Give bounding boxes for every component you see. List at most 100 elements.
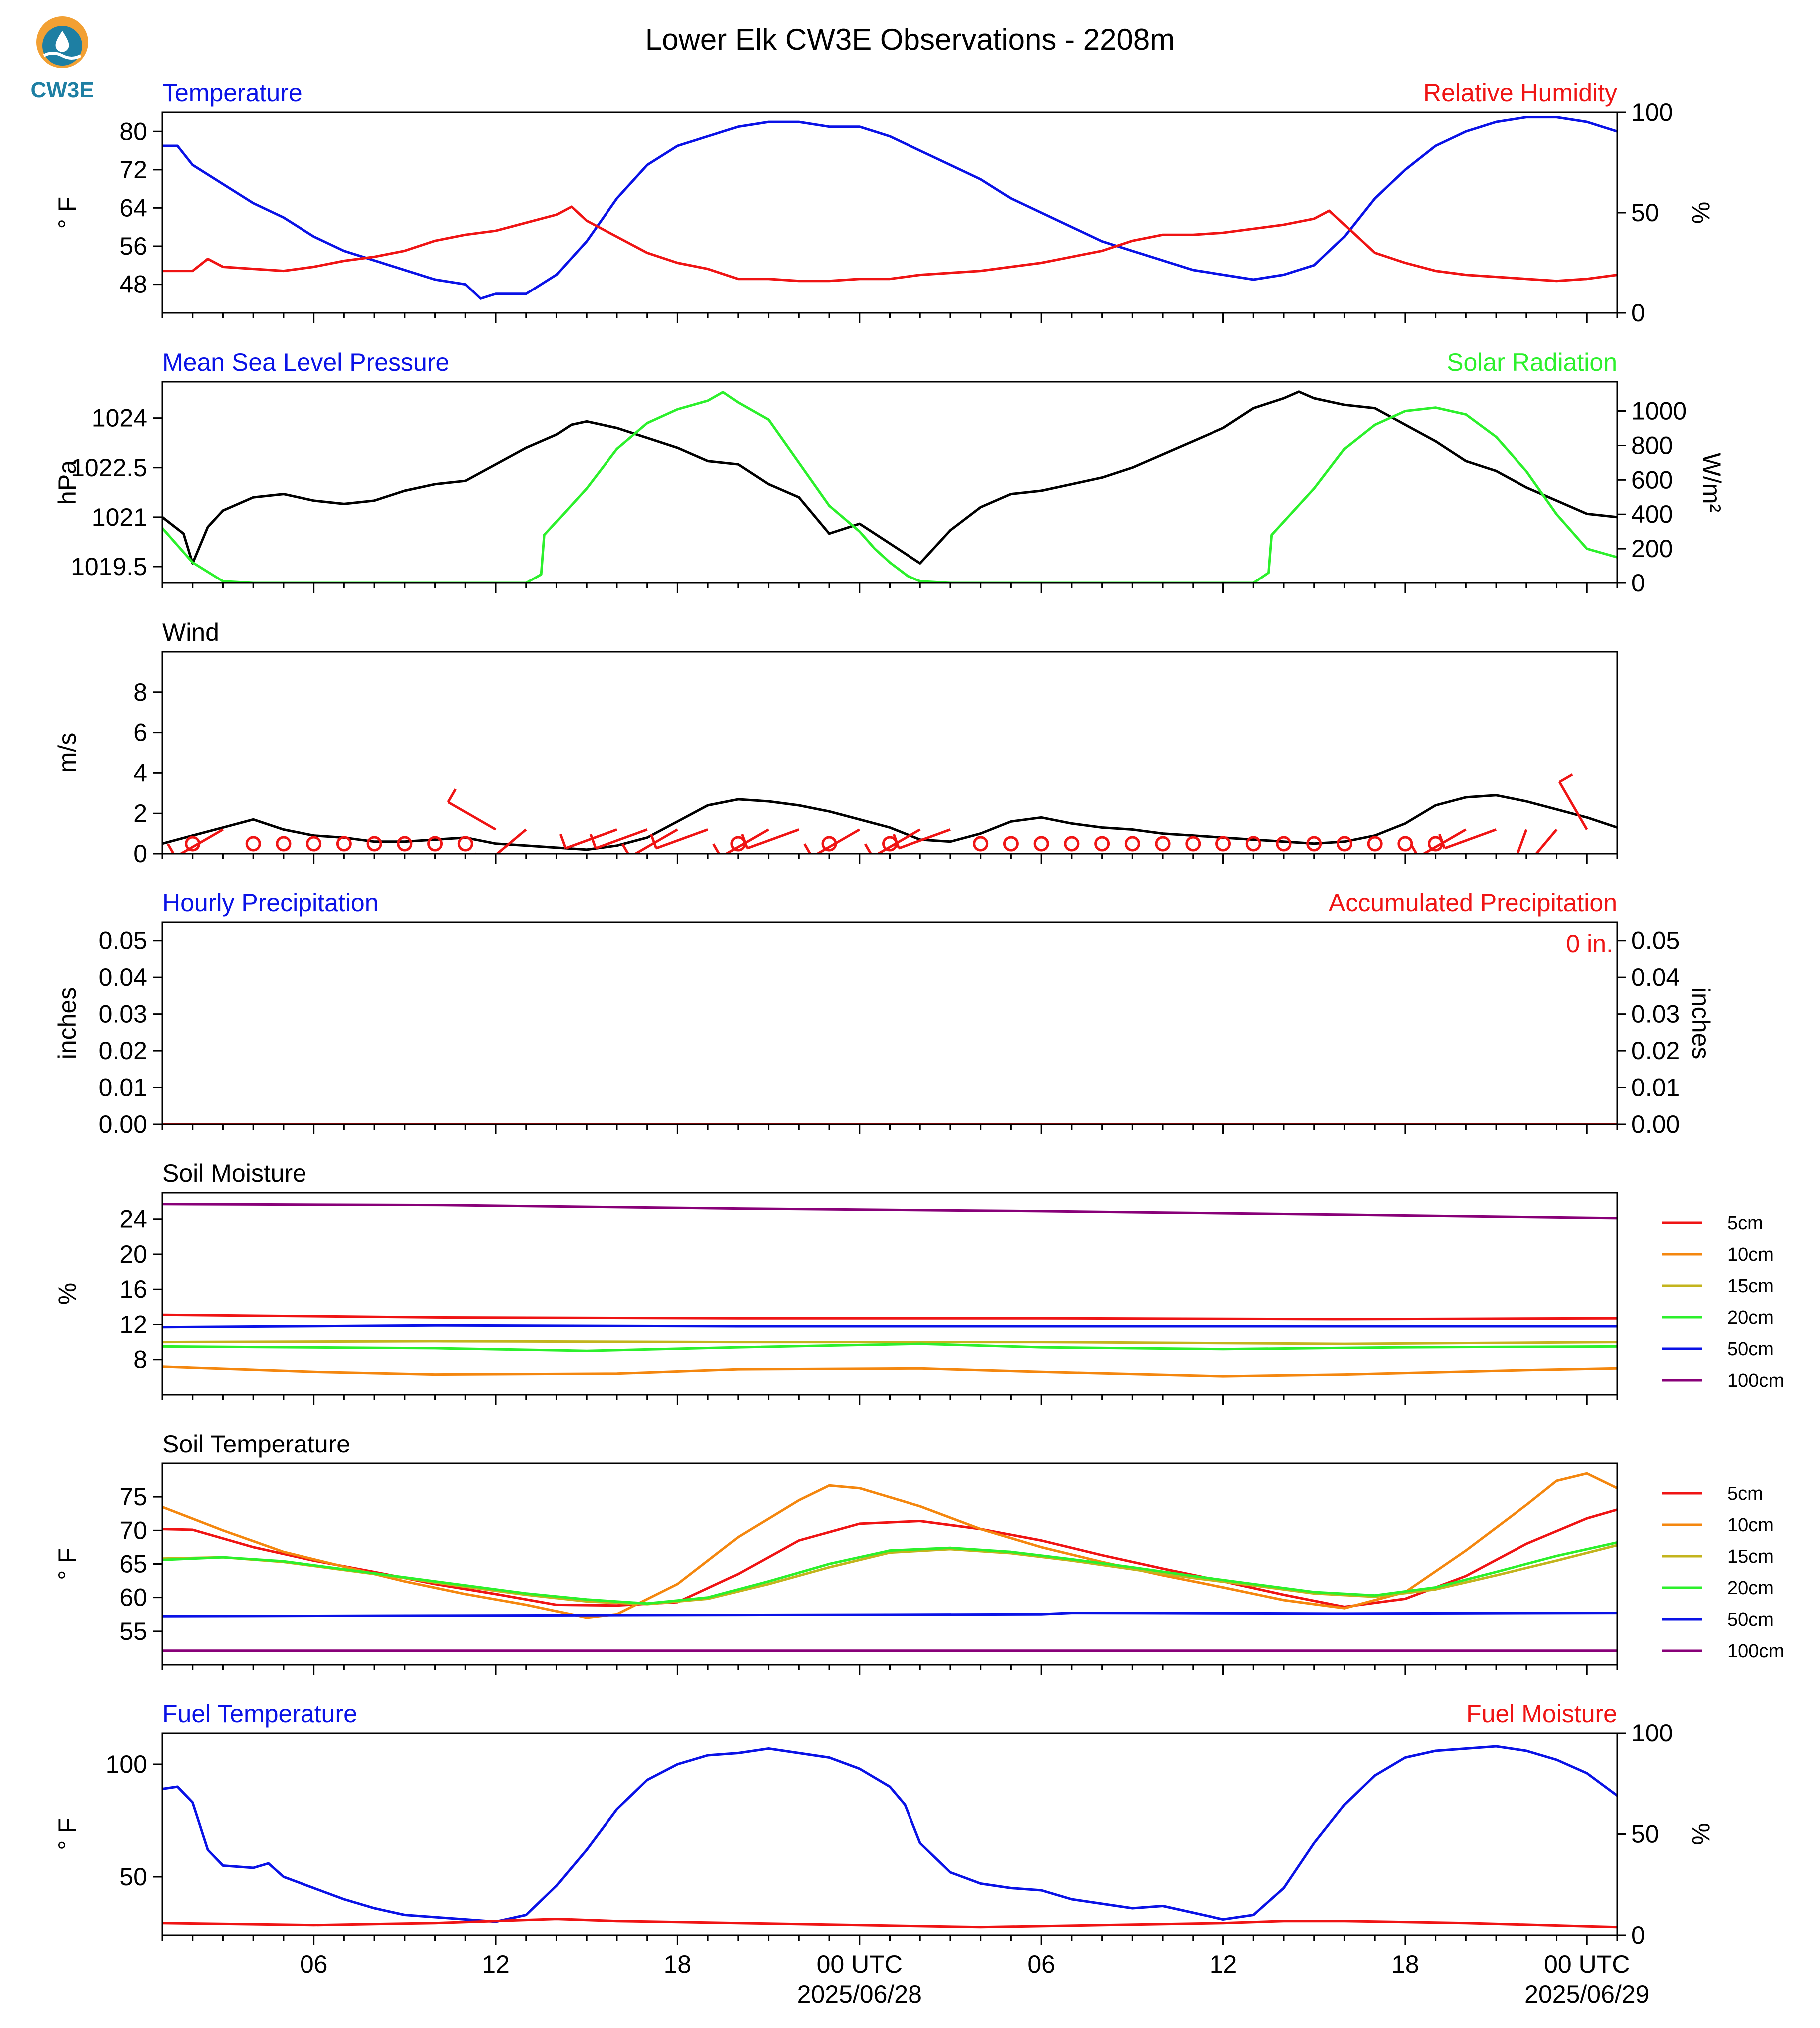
wind-barb-flag-32 <box>589 834 597 849</box>
wind-calm-circle-13 <box>1003 836 1019 852</box>
wind-barb-flag-37 <box>803 843 812 854</box>
series-line-5cm <box>162 1313 1617 1321</box>
panel-title-right: Fuel Moisture <box>1466 1700 1617 1728</box>
legend-label-5cm: 5cm <box>1727 1213 1763 1234</box>
y-tick-label: 0.00 <box>99 1110 147 1138</box>
wind-calm-circle-4 <box>336 836 352 852</box>
series-group <box>162 1745 1617 1929</box>
series-line-50cm <box>162 1612 1617 1618</box>
wind-calm-circle-24 <box>1336 836 1352 852</box>
plot-frame <box>161 651 1618 855</box>
legend: 5cm 10cm 15cm 20cm 50cm 100cm <box>1662 1213 1784 1391</box>
wind-barb-flag-39 <box>892 834 900 849</box>
y-tick-label: 70 <box>119 1516 147 1544</box>
plot-frame <box>161 921 1618 1125</box>
x-tick-label: 12 <box>1210 1950 1237 1978</box>
y-axis-label: ° F <box>53 1818 81 1850</box>
wind-calm-circle-1 <box>245 836 261 852</box>
panel-title-right: Accumulated Precipitation <box>1329 889 1617 917</box>
wind-barb-staff-32 <box>595 828 648 850</box>
wind-calm-circle-26 <box>1397 836 1413 852</box>
x-tick-label: 18 <box>664 1950 692 1978</box>
wind-barb-staff-29 <box>447 801 497 831</box>
wind-barb-staff-36 <box>747 828 800 850</box>
logo-wave-icon <box>43 52 82 60</box>
panel-soil_moisture: Soil Moisture 8 12 16 20 24% 5cm 10cm 15cm 20cm 50… <box>53 1159 1784 1405</box>
legend-label-20cm: 20cm <box>1727 1307 1774 1328</box>
y-tick-label: 8 <box>133 678 147 706</box>
y-axis-label: m/s <box>53 733 81 773</box>
series-group <box>162 1472 1617 1652</box>
panel-temp_rh: Temperature Relative Humidity 48 56 64 72 80 0 5… <box>53 79 1715 327</box>
y-tick-label: 0.01 <box>99 1074 147 1102</box>
y-tick-label-right: 800 <box>1631 431 1673 459</box>
wind-barb-staff-43 <box>1534 828 1558 854</box>
y-axis-label: ° F <box>53 1548 81 1580</box>
wind-calm-circle-19 <box>1185 836 1201 852</box>
wind-barb-flag-29 <box>447 788 457 803</box>
legend-label-50cm: 50cm <box>1727 1609 1774 1630</box>
wind-barb-staff-30 <box>495 828 527 854</box>
panel-precip: Hourly Precipitation Accumulated Precipit… <box>53 889 1715 1138</box>
panel-pressure_solar: Mean Sea Level Pressure Solar Radiation 10… <box>53 348 1726 597</box>
wind-barb-flag-42 <box>1494 876 1508 881</box>
x-tick-label: 18 <box>1391 1950 1419 1978</box>
y-axis-label-right: inches <box>1687 987 1715 1060</box>
wind-calm-circle-21 <box>1245 836 1261 852</box>
wind-calm-circle-22 <box>1276 836 1292 852</box>
plot-frame <box>161 1462 1618 1666</box>
wind-calm-circle-17 <box>1124 836 1140 852</box>
legend-label-100cm: 100cm <box>1727 1370 1784 1391</box>
wind-barb-staff-42 <box>1516 829 1528 854</box>
legend: 5cm 10cm 15cm 20cm 50cm 100cm <box>1662 1483 1784 1662</box>
logo: CW3E <box>30 16 94 102</box>
y-tick-label-right: 0.01 <box>1631 1074 1680 1102</box>
panel-title-left: Soil Moisture <box>162 1159 306 1187</box>
wind-calm-circle-6 <box>397 836 413 852</box>
legend-label-10cm: 10cm <box>1727 1515 1774 1536</box>
wind-barb-staff-44 <box>1558 781 1588 830</box>
y-tick-label-right: 0.02 <box>1631 1037 1680 1065</box>
legend-label-15cm: 15cm <box>1727 1276 1774 1297</box>
panel-title-left: Temperature <box>162 79 303 107</box>
y-tick-label: 64 <box>119 194 147 222</box>
wind-barb-flag-36 <box>741 834 749 849</box>
y-tick-label: 72 <box>119 156 147 184</box>
y-tick-label: 4 <box>133 759 147 787</box>
series-line-10cm <box>162 1365 1617 1378</box>
series-line-100cm <box>162 1203 1617 1220</box>
wind-barb-flag-43 <box>1510 862 1521 871</box>
series-line-blue-0 <box>162 1745 1617 1923</box>
series-line-green-1 <box>162 391 1617 583</box>
panel-title-left: Soil Temperature <box>162 1430 350 1458</box>
wind-calm-circle-7 <box>427 836 443 852</box>
wind-barb-staff-34 <box>655 828 708 850</box>
plot-frame <box>161 1192 1618 1396</box>
y-tick-label-right: 400 <box>1631 500 1673 528</box>
y-tick-label: 55 <box>119 1617 147 1645</box>
y-tick-label: 50 <box>119 1863 147 1891</box>
y-tick-label-right: 0 <box>1631 569 1645 597</box>
y-tick-label: 0.03 <box>99 1000 147 1028</box>
panel-soil_temperature: Soil Temperature 55 60 65 70 75 ° F 5cm 10cm 15cm… <box>53 1430 1784 1675</box>
wind-calm-circle-2 <box>276 836 292 852</box>
y-tick-label: 16 <box>119 1275 147 1303</box>
y-axis-label-right: W/m² <box>1698 453 1726 512</box>
wind-calm-circle-8 <box>457 836 473 852</box>
y-tick-label: 6 <box>133 719 147 747</box>
panel-title-left: Wind <box>162 618 219 646</box>
series-line-black-0 <box>162 794 1617 851</box>
series-group <box>162 390 1617 583</box>
legend-label-10cm: 10cm <box>1727 1244 1774 1265</box>
x-tick-label: 06 <box>1027 1950 1055 1978</box>
series-line-red-1 <box>162 205 1617 283</box>
y-tick-label: 65 <box>119 1550 147 1578</box>
wind-barb-staff-28 <box>178 828 224 854</box>
panel-title-right: Solar Radiation <box>1447 348 1617 376</box>
wind-calm-circle-23 <box>1306 836 1322 852</box>
wind-calm-circle-20 <box>1215 836 1231 852</box>
y-tick-label: 0.04 <box>99 963 147 991</box>
y-tick-label-right: 200 <box>1631 535 1673 563</box>
panel-fuel: Fuel Temperature Fuel Moisture 50 100 0 50 100… <box>53 1700 1715 2008</box>
